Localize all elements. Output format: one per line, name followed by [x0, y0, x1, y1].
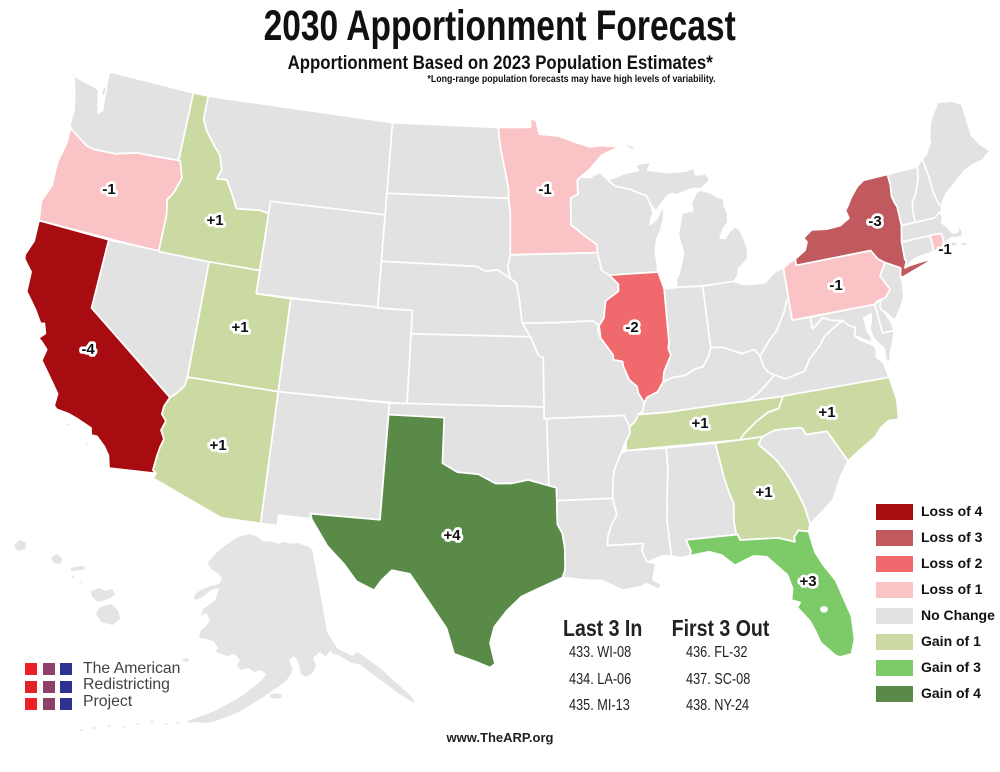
- svg-text:-1: -1: [938, 241, 951, 258]
- svg-text:+3: +3: [799, 573, 816, 590]
- svg-text:-1: -1: [538, 181, 551, 198]
- svg-text:+1: +1: [206, 212, 223, 229]
- svg-text:+1: +1: [691, 415, 708, 432]
- svg-text:-3: -3: [868, 213, 881, 230]
- svg-text:+1: +1: [755, 484, 772, 501]
- svg-text:-2: -2: [625, 319, 638, 336]
- svg-text:+4: +4: [443, 527, 461, 544]
- svg-text:+1: +1: [818, 404, 835, 421]
- svg-text:-1: -1: [829, 277, 842, 294]
- svg-text:+1: +1: [209, 437, 226, 454]
- svg-text:-4: -4: [81, 341, 95, 358]
- svg-text:+1: +1: [231, 319, 248, 336]
- svg-text:-1: -1: [102, 181, 115, 198]
